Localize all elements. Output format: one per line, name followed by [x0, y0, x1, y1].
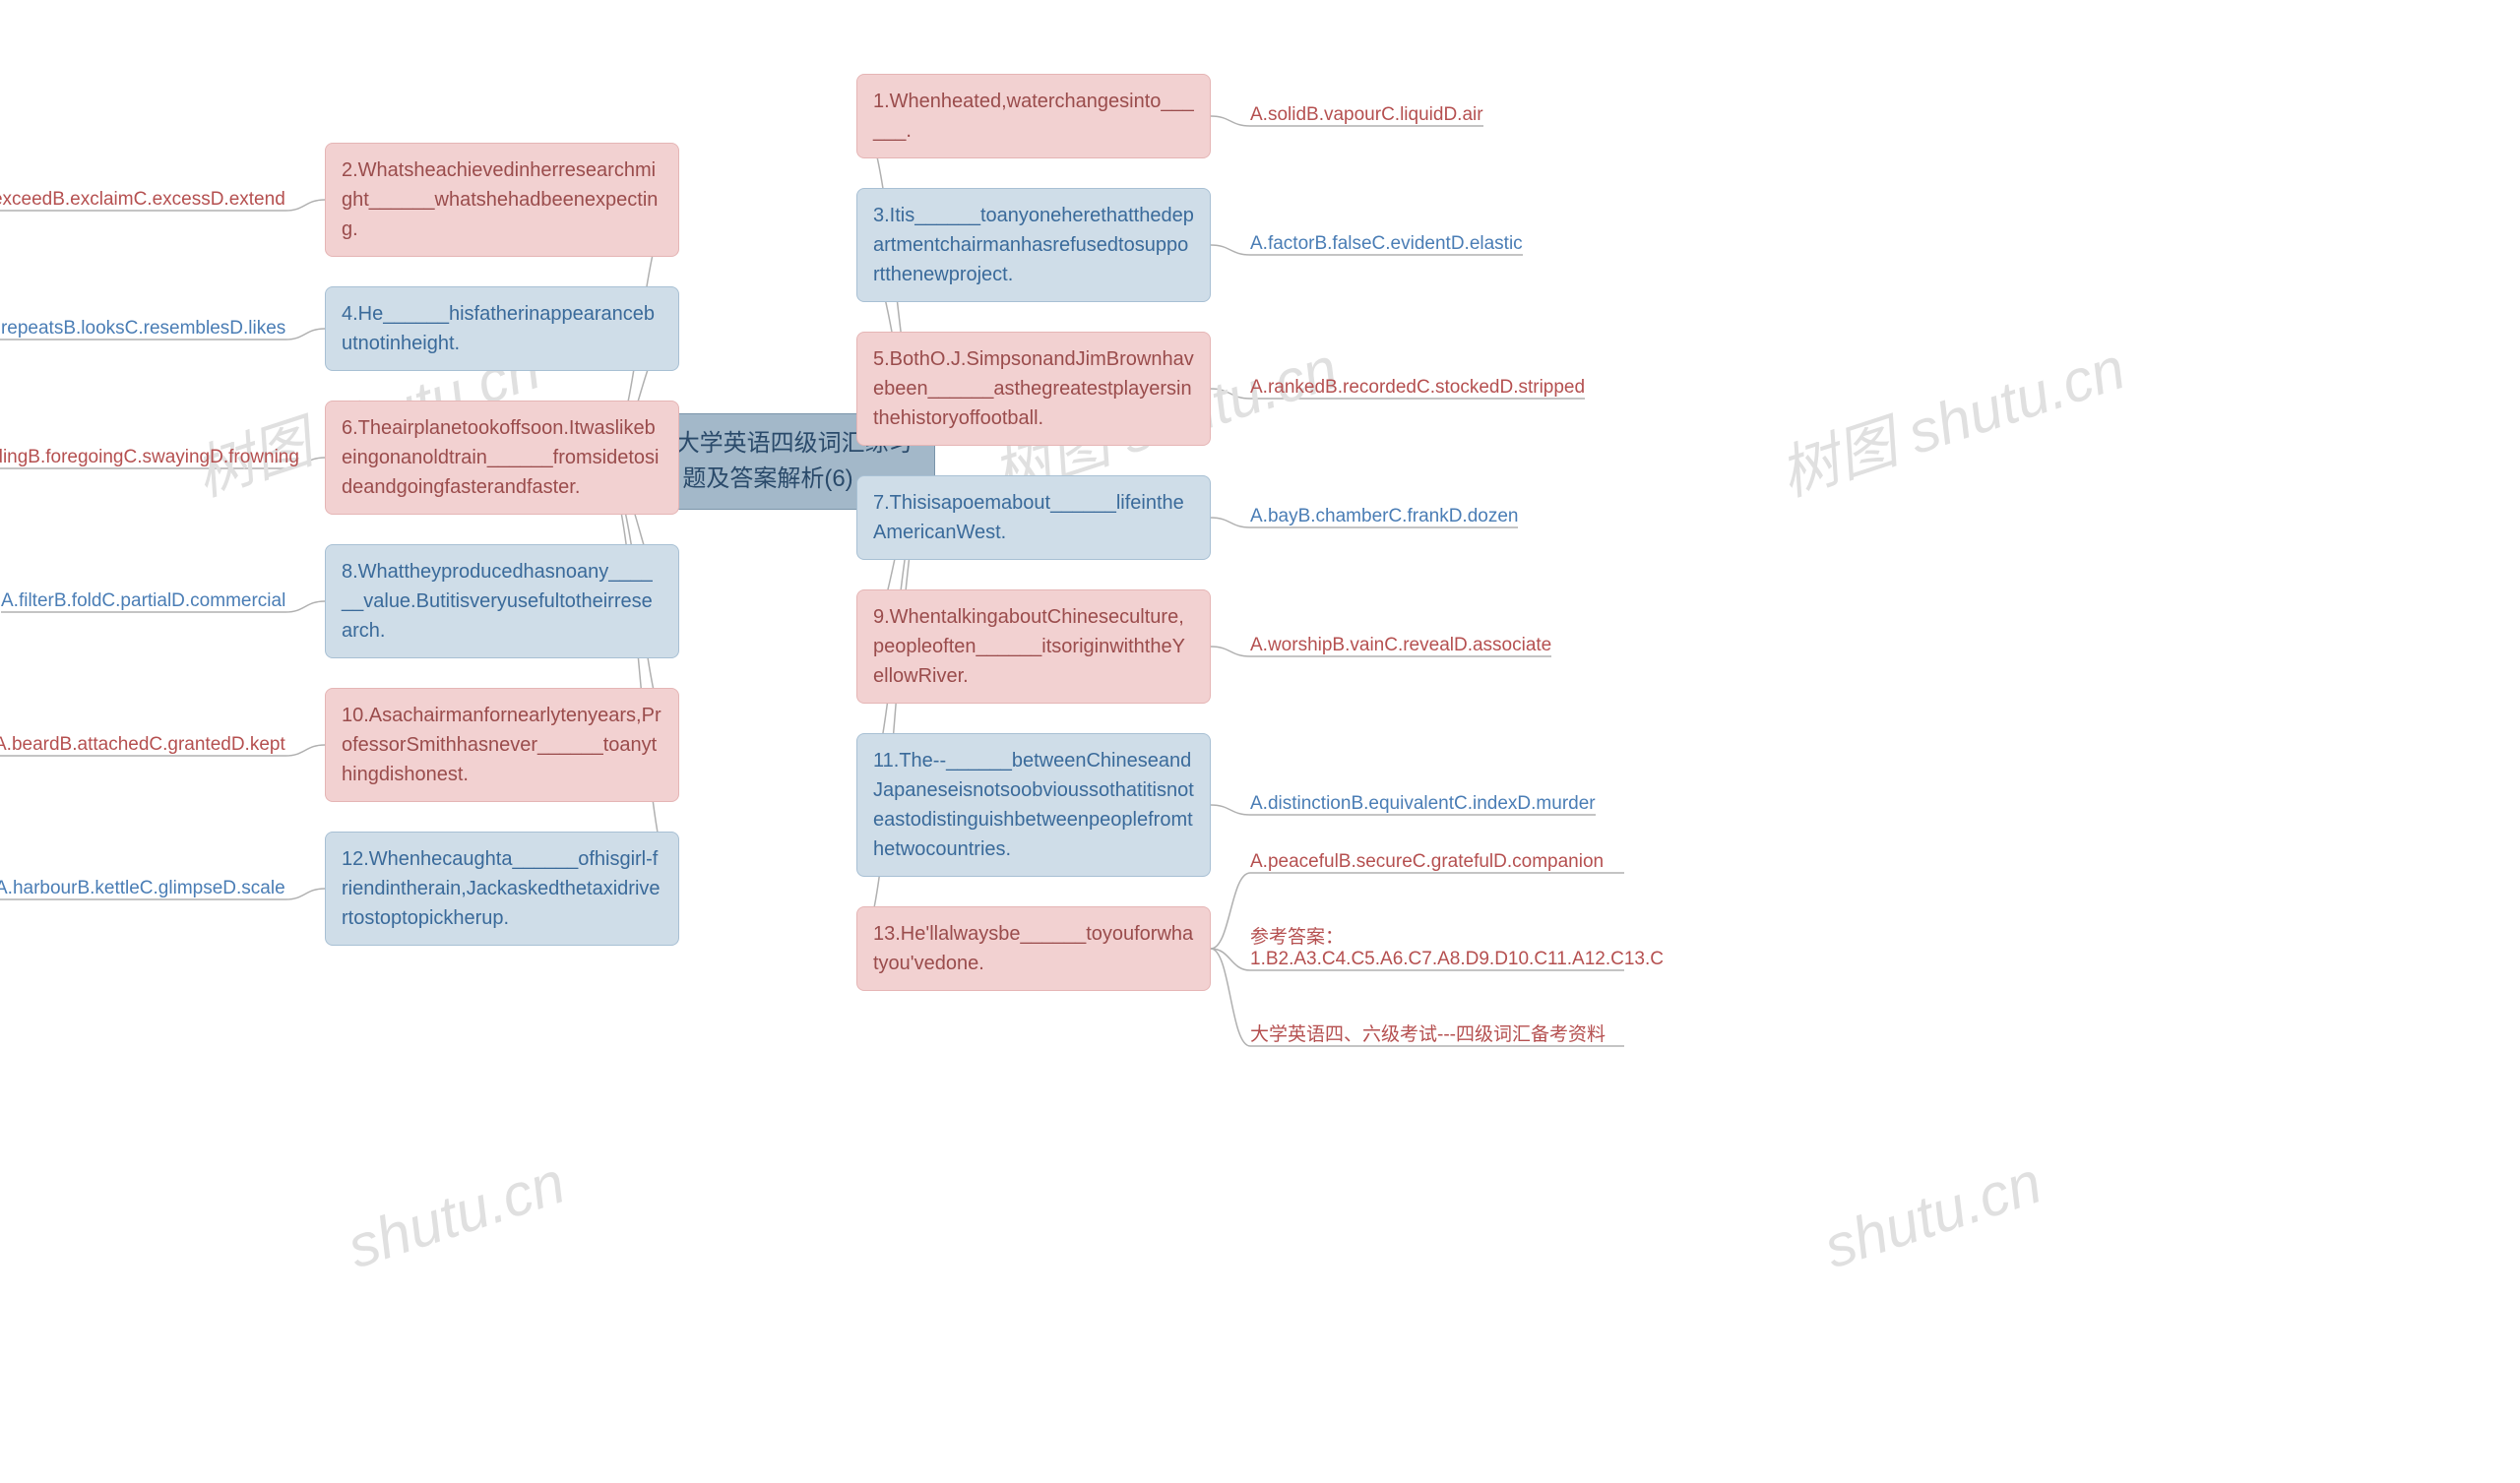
question-4: 4.He______hisfatherinappearancebutnotinh… — [325, 286, 679, 371]
options-4: A.repeatsB.looksC.resemblesD.likes — [0, 318, 285, 340]
question-7: 7.Thisisapoemabout______lifeintheAmerica… — [856, 475, 1211, 560]
question-3: 3.Itis______toanyoneherethatthedepartmen… — [856, 188, 1211, 302]
options-11: A.distinctionB.equivalentC.indexD.murder — [1250, 793, 1596, 815]
question-6: 6.Theairplanetookoffsoon.Itwaslikebeingo… — [325, 401, 679, 515]
question-9: 9.WhentalkingaboutChineseculture,peopleo… — [856, 589, 1211, 704]
options-10: A.beardB.attachedC.grantedD.kept — [0, 734, 285, 756]
question-1: 1.Whenheated,waterchangesinto______. — [856, 74, 1211, 158]
options-13a: A.peacefulB.secureC.gratefulD.companion — [1250, 851, 1624, 873]
options-3: A.factorB.falseC.evidentD.elastic — [1250, 233, 1523, 255]
question-13: 13.He'llalwaysbe______toyouforwhatyou've… — [856, 906, 1211, 991]
question-8: 8.Whattheyproducedhasnoany______value.Bu… — [325, 544, 679, 658]
footer-note: 大学英语四、六级考试---四级词汇备考资料 — [1250, 1020, 1624, 1046]
options-2: A.exceedB.exclaimC.excessD.extend — [0, 189, 285, 211]
question-12: 12.Whenhecaughta______ofhisgirl-friendin… — [325, 832, 679, 946]
watermark: shutu.cn — [1816, 1148, 2049, 1282]
question-11: 11.The--______betweenChineseandJapanesei… — [856, 733, 1211, 877]
answer-key: 参考答案：1.B2.A3.C4.C5.A6.C7.A8.D9.D10.C11.A… — [1250, 922, 1624, 970]
options-9: A.worshipB.vainC.revealD.associate — [1250, 635, 1551, 656]
question-10: 10.Asachairmanfornearlytenyears,Professo… — [325, 688, 679, 802]
options-8: A.filterB.foldC.partialD.commercial — [1, 590, 285, 612]
question-2: 2.Whatsheachievedinherresearchmight_____… — [325, 143, 679, 257]
options-5: A.rankedB.recordedC.stockedD.stripped — [1250, 377, 1585, 399]
options-6: A.surroundingB.foregoingC.swayingD.frown… — [0, 447, 285, 468]
options-1: A.solidB.vapourC.liquidD.air — [1250, 104, 1483, 126]
options-12: A.harbourB.kettleC.glimpseD.scale — [0, 878, 285, 899]
watermark: shutu.cn — [340, 1148, 573, 1282]
question-5: 5.BothO.J.SimpsonandJimBrownhavebeen____… — [856, 332, 1211, 446]
watermark: 树图 shutu.cn — [1767, 321, 2134, 513]
options-7: A.bayB.chamberC.frankD.dozen — [1250, 506, 1518, 527]
